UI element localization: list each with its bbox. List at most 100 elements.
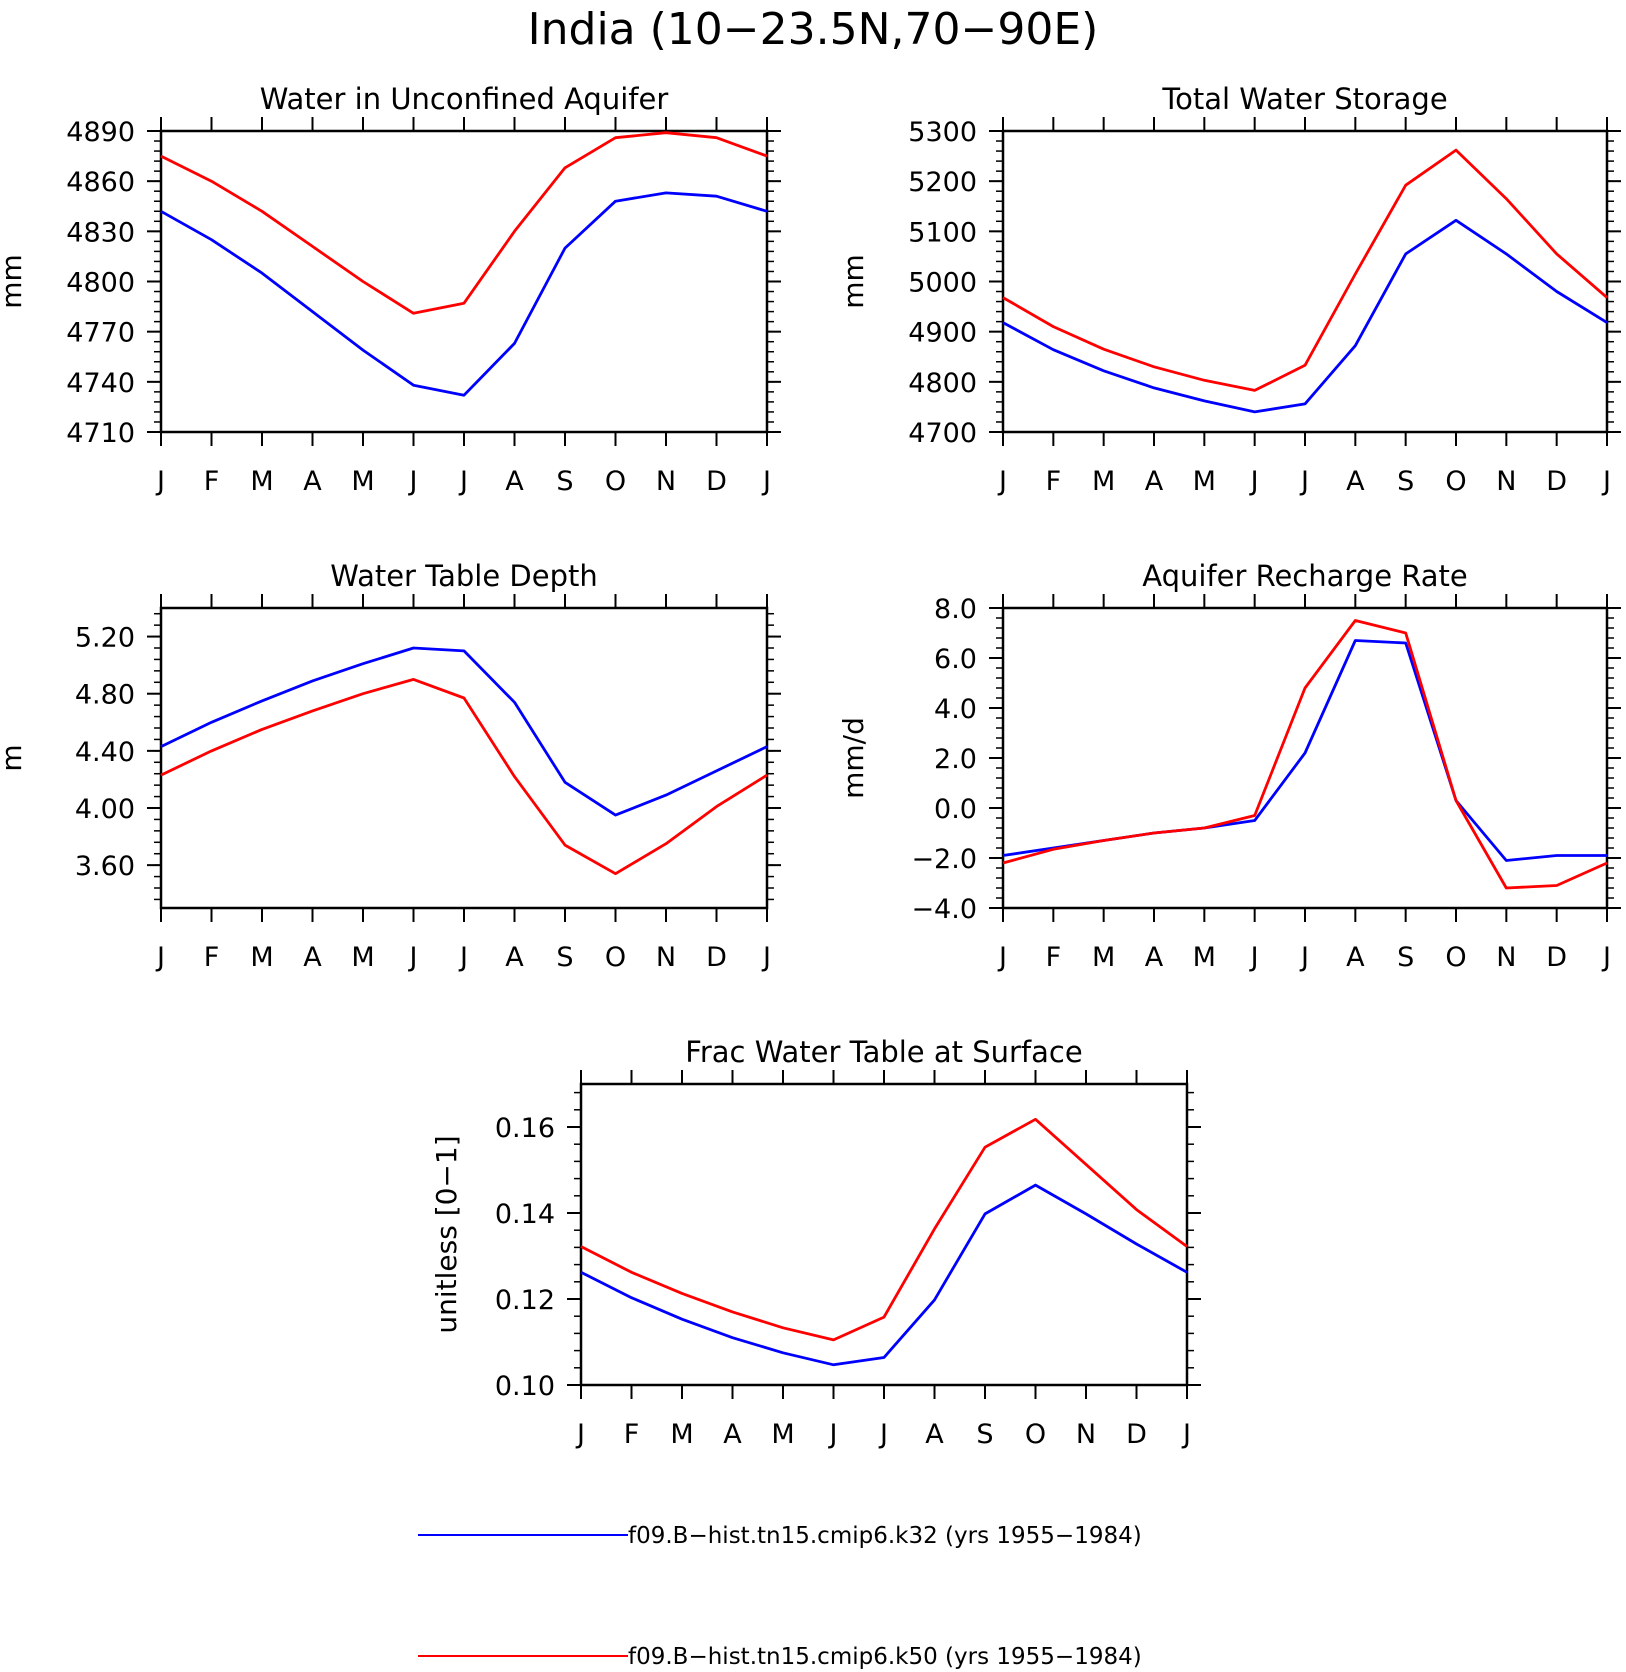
x-tick-label: J (408, 942, 418, 973)
chart-panel-4: J F M A M J J A S O N D J−4.0−2.00.02.04.06.08.0Aqui… (837, 559, 1621, 973)
plot-frame (159, 129, 769, 434)
x-tick-label: A (303, 942, 322, 973)
x-tick-label: A (1145, 466, 1164, 497)
legend-label-k50: f09.B−hist.tn15.cmip6.k50 (yrs 1955−1984… (628, 1644, 1142, 1670)
y-tick-label: 4700 (908, 418, 977, 449)
x-tick-label: A (1145, 942, 1164, 973)
y-tick-label: 0.14 (495, 1199, 555, 1230)
panel-title: Total Water Storage (1161, 82, 1447, 116)
plot-frame (159, 606, 769, 910)
x-tick-label: S (1397, 466, 1414, 497)
panel-title: Frac Water Table at Surface (685, 1035, 1082, 1069)
y-axis-label: m (0, 744, 28, 771)
series-line-k50 (1002, 619, 1608, 890)
y-tick-label: 4800 (908, 368, 977, 399)
x-tick-label: J (458, 466, 468, 497)
x-tick-label: J (761, 942, 771, 973)
x-tick-label: J (1249, 942, 1259, 973)
x-tick-label: J (155, 942, 165, 973)
x-tick-label: D (1546, 942, 1567, 973)
x-tick-label: O (605, 466, 626, 497)
x-tick-label: A (505, 942, 524, 973)
x-tick-label: M (771, 1419, 794, 1450)
x-tick-label: J (997, 942, 1007, 973)
y-tick-label: 4.00 (75, 794, 135, 825)
legend-label-k32: f09.B−hist.tn15.cmip6.k32 (yrs 1955−1984… (628, 1523, 1142, 1549)
y-axis-label: mm/d (837, 717, 870, 799)
x-tick-label: F (624, 1419, 640, 1450)
y-tick-label: 5000 (908, 268, 977, 299)
x-tick-label: N (1076, 1419, 1096, 1450)
x-tick-label: J (1181, 1419, 1191, 1450)
x-tick-label: M (351, 466, 374, 497)
x-tick-label: J (575, 1419, 585, 1450)
figure-title: India (10−23.5N,70−90E) (528, 4, 1099, 55)
x-tick-label: O (605, 942, 626, 973)
x-tick-label: M (1193, 942, 1216, 973)
y-tick-label: 4890 (66, 117, 135, 148)
chart-panel-2: J F M A M J J A S O N D J470048004900500051005200530… (837, 82, 1621, 497)
x-tick-label: M (250, 942, 273, 973)
x-tick-label: J (997, 466, 1007, 497)
y-tick-label: 4900 (908, 318, 977, 349)
x-tick-label: M (1193, 466, 1216, 497)
series-line-k50 (1002, 148, 1608, 392)
y-tick-label: 2.0 (934, 744, 977, 775)
x-tick-label: A (505, 466, 524, 497)
x-tick-label: J (1249, 466, 1259, 497)
x-tick-label: F (204, 466, 220, 497)
plot-frame (1001, 606, 1609, 910)
y-axis-label: mm (837, 254, 870, 309)
x-tick-label: J (828, 1419, 838, 1450)
x-tick-label: J (155, 466, 165, 497)
x-tick-label: F (204, 942, 220, 973)
x-tick-label: J (878, 1419, 888, 1450)
y-axis-label: mm (0, 254, 28, 309)
x-tick-label: J (1299, 942, 1309, 973)
y-tick-label: 8.0 (934, 594, 977, 625)
x-tick-label: O (1025, 1419, 1046, 1450)
series-line-k32 (160, 646, 768, 817)
x-tick-label: N (656, 466, 676, 497)
x-tick-label: S (1397, 942, 1414, 973)
y-tick-label: 4800 (66, 268, 135, 299)
x-tick-label: A (1346, 466, 1365, 497)
x-tick-label: J (1601, 466, 1611, 497)
series-line-k32 (580, 1183, 1188, 1367)
x-tick-label: A (723, 1419, 742, 1450)
y-tick-label: 4.0 (934, 694, 977, 725)
panel-title: Water in Unconfined Aquifer (260, 82, 669, 116)
x-tick-label: N (656, 942, 676, 973)
y-tick-label: −4.0 (911, 894, 977, 925)
x-tick-label: D (1126, 1419, 1147, 1450)
y-tick-label: 0.10 (495, 1371, 555, 1402)
x-tick-label: J (458, 942, 468, 973)
x-tick-label: M (1092, 942, 1115, 973)
x-tick-label: J (408, 466, 418, 497)
y-tick-label: 3.60 (75, 851, 135, 882)
y-tick-label: 6.0 (934, 644, 977, 675)
x-tick-label: A (1346, 942, 1365, 973)
x-tick-label: D (706, 942, 727, 973)
x-tick-label: F (1046, 466, 1062, 497)
y-tick-label: 4770 (66, 318, 135, 349)
series-line-k32 (160, 191, 768, 397)
x-tick-label: M (670, 1419, 693, 1450)
legend-entry-k32: f09.B−hist.tn15.cmip6.k32 (yrs 1955−1984… (418, 1523, 1142, 1549)
y-tick-label: 5300 (908, 117, 977, 148)
x-tick-label: J (1299, 466, 1309, 497)
legend: f09.B−hist.tn15.cmip6.k32 (yrs 1955−1984… (418, 1523, 1142, 1670)
series-line-k32 (1002, 218, 1608, 414)
y-tick-label: 5100 (908, 217, 977, 248)
x-tick-label: M (351, 942, 374, 973)
y-tick-label: 4.80 (75, 680, 135, 711)
x-tick-label: S (556, 942, 573, 973)
panel-title: Water Table Depth (330, 559, 598, 593)
y-tick-label: 4.40 (75, 737, 135, 768)
y-axis-label: unitless [0−1] (430, 1135, 463, 1333)
y-tick-label: 4830 (66, 217, 135, 248)
y-tick-label: 4740 (66, 368, 135, 399)
y-tick-label: 5.20 (75, 623, 135, 654)
